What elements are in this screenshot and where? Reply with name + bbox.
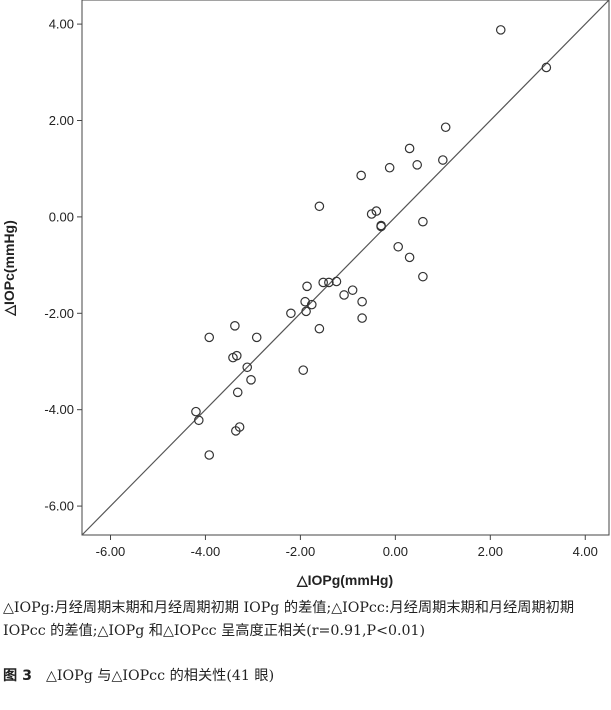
data-point	[371, 206, 382, 216]
data-point	[356, 170, 366, 181]
x-tick-label: 4.00	[573, 544, 598, 559]
data-point	[318, 277, 328, 288]
x-tick-label: -6.00	[96, 544, 126, 559]
data-point	[418, 271, 428, 282]
data-point	[440, 122, 451, 133]
figure-title: △IOPg 与△IOPcc 的相关性(41 眼)	[46, 668, 275, 684]
data-point	[438, 155, 448, 165]
y-tick-label: -2.00	[44, 306, 74, 321]
data-point	[366, 209, 377, 219]
data-point	[324, 277, 334, 288]
data-point	[230, 321, 240, 331]
y-tick-label: 2.00	[49, 113, 74, 128]
data-point	[412, 160, 422, 170]
x-axis-title: △IOPg(mmHg)	[296, 572, 393, 588]
data-point	[404, 252, 415, 263]
data-point	[191, 406, 201, 417]
figure-label: 图 3	[3, 668, 32, 684]
data-point	[541, 62, 552, 73]
y-tick-label: 0.00	[49, 209, 74, 224]
x-tick-label: -2.00	[286, 544, 316, 559]
data-point	[347, 285, 358, 295]
data-point	[357, 296, 367, 307]
data-point	[306, 299, 317, 310]
data-point	[357, 313, 367, 323]
data-point	[376, 221, 386, 232]
data-point	[204, 450, 215, 460]
data-point	[418, 216, 428, 227]
y-axis: 4.00 2.00 0.00 -2.00 -4.00 -6.00	[44, 17, 82, 514]
data-point	[339, 290, 349, 300]
data-points	[191, 25, 552, 460]
data-point	[193, 415, 204, 426]
data-point	[231, 350, 242, 361]
data-point	[204, 332, 215, 343]
data-point	[246, 375, 256, 385]
data-point	[331, 276, 342, 287]
y-tick-label: -6.00	[44, 499, 74, 514]
data-point	[384, 162, 395, 173]
data-point	[495, 25, 506, 35]
y-axis-title: △IOPc(mmHg)	[1, 220, 17, 317]
scatter-chart: 4.00 2.00 0.00 -2.00 -4.00 -6.00 -6.00 -4.00 -2…	[1, 0, 610, 588]
data-point	[286, 308, 296, 319]
data-point	[232, 387, 243, 398]
data-point	[301, 306, 311, 317]
x-axis: -6.00 -4.00 -2.00 0.00 2.00 4.00	[96, 535, 598, 559]
data-point	[300, 296, 310, 307]
data-point	[231, 426, 241, 436]
data-point	[314, 323, 325, 334]
figure-note: △IOPg:月经周期末期和月经周期初期 IOPg 的差值;△IOPcc:月经周期…	[3, 600, 575, 639]
data-point	[393, 241, 403, 252]
regression-line	[81, 0, 610, 536]
data-point	[404, 143, 415, 154]
x-tick-label: 0.00	[383, 544, 408, 559]
data-point	[298, 365, 309, 375]
figure-caption: 图 3 △IOPg 与△IOPcc 的相关性(41 眼)	[3, 665, 607, 688]
x-tick-label: 2.00	[478, 544, 503, 559]
data-point	[302, 281, 312, 292]
data-point	[242, 362, 253, 373]
y-tick-label: 4.00	[49, 17, 74, 32]
y-tick-label: -4.00	[44, 402, 74, 417]
data-point	[251, 332, 262, 343]
data-point	[314, 201, 325, 212]
x-tick-label: -4.00	[191, 544, 221, 559]
